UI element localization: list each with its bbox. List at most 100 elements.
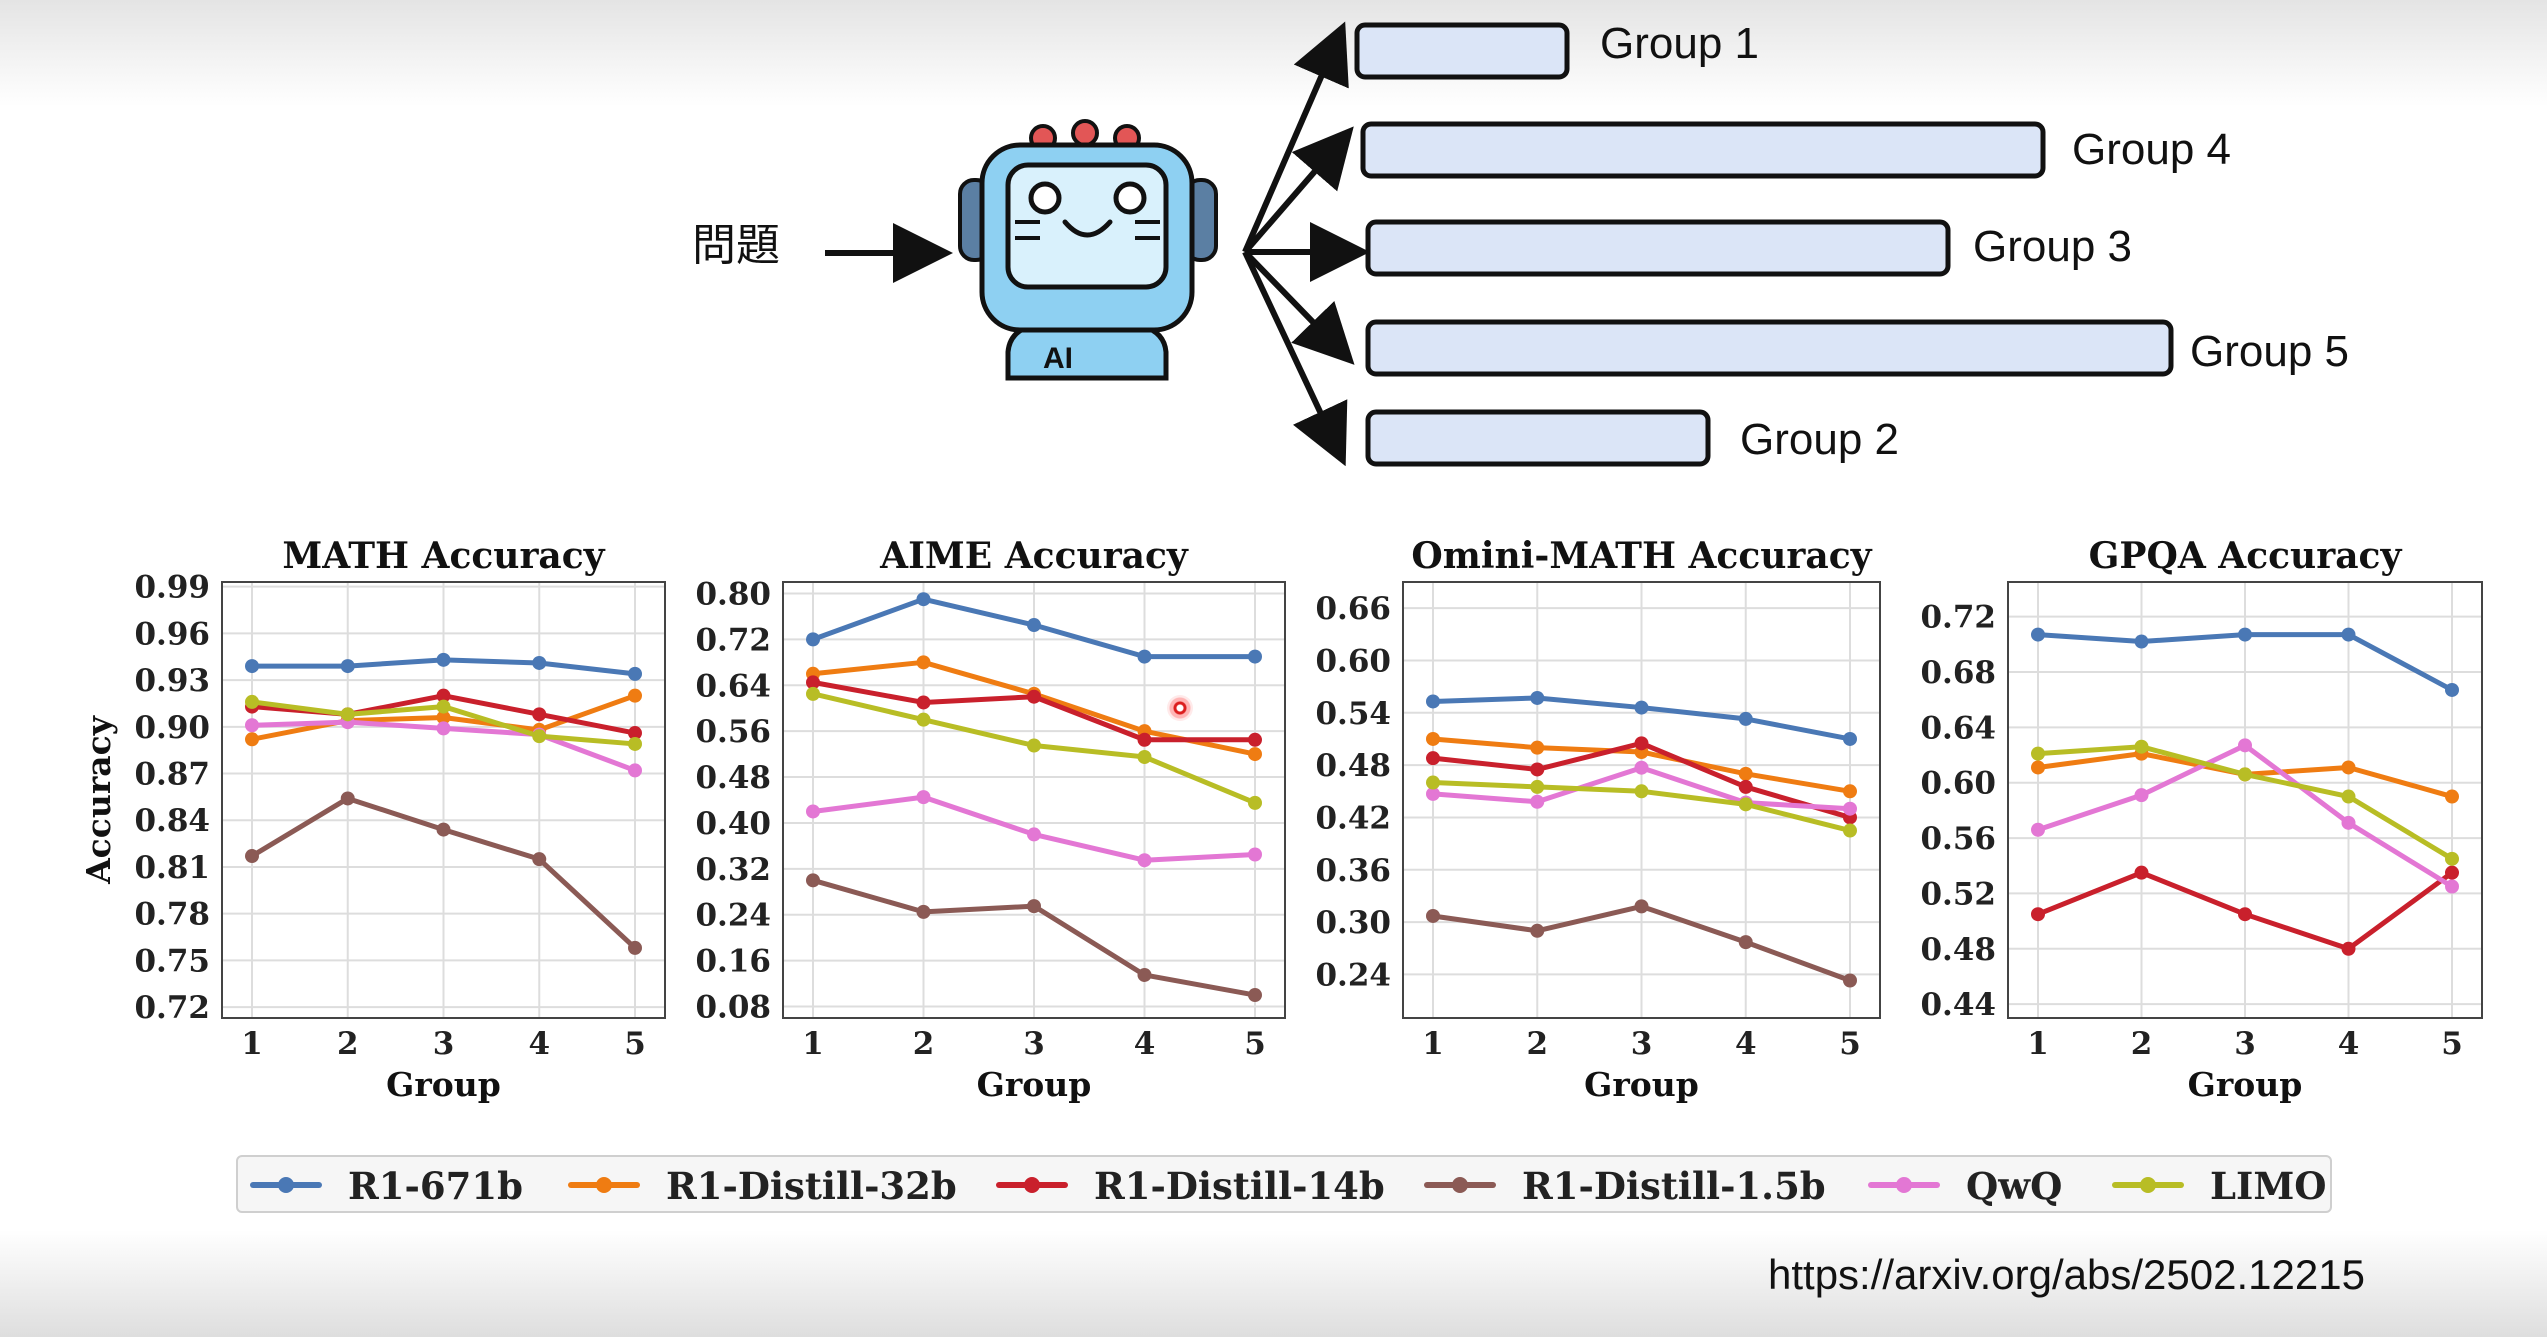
data-point <box>2031 760 2045 775</box>
y-axis-label: Accuracy <box>79 715 118 885</box>
y-tick-label: 0.42 <box>1315 800 1391 836</box>
data-point <box>1843 731 1857 746</box>
legend-swatch-dot <box>596 1177 612 1193</box>
robot-badge-text: AI <box>1043 342 1073 375</box>
data-point <box>532 707 547 722</box>
y-tick-label: 0.40 <box>695 806 771 842</box>
data-point <box>1843 973 1857 988</box>
data-point <box>628 763 642 778</box>
data-point <box>916 655 931 670</box>
data-point <box>1137 853 1152 868</box>
data-point <box>1738 797 1753 812</box>
data-point <box>1738 711 1753 726</box>
data-point <box>1530 923 1545 938</box>
y-tick-label: 0.75 <box>134 943 210 979</box>
legend-swatch-dot <box>278 1177 294 1193</box>
x-tick-label: 2 <box>2131 1026 2153 1062</box>
y-tick-label: 0.64 <box>1920 710 1996 746</box>
legend-label: R1-Distill-14b <box>1094 1164 1385 1208</box>
y-tick-label: 0.64 <box>695 668 771 704</box>
y-tick-label: 0.60 <box>1920 766 1996 802</box>
chart-title: AIME Accuracy <box>879 535 1189 577</box>
data-point <box>1843 801 1857 816</box>
y-tick-label: 0.96 <box>134 616 210 652</box>
plot-frame <box>221 581 666 1019</box>
data-point <box>1027 899 1041 914</box>
y-tick-label: 0.24 <box>695 898 771 934</box>
mouse-cursor-indicator <box>1167 695 1193 721</box>
x-tick-label: 3 <box>1023 1026 1045 1062</box>
group-label-2: Group 2 <box>1740 415 1899 464</box>
x-axis-label: Group <box>977 1065 1092 1104</box>
data-point <box>436 688 451 703</box>
data-point <box>2445 879 2459 894</box>
data-point <box>628 688 642 703</box>
plot-frame <box>782 581 1286 1019</box>
x-tick-label: 1 <box>2027 1026 2049 1062</box>
x-tick-label: 4 <box>1134 1026 1156 1062</box>
accuracy-charts: 0.72 0.75 0.78 0.81 0.84 0.87 0.90 0.93 0.96 0.99… <box>79 535 2483 1104</box>
data-point <box>2445 682 2459 697</box>
y-tick-label: 0.72 <box>1920 600 1996 636</box>
x-tick-label: 1 <box>241 1026 263 1062</box>
data-point <box>2341 627 2356 642</box>
y-tick-label: 0.81 <box>134 850 210 886</box>
data-point <box>2341 789 2356 804</box>
y-tick-label: 0.66 <box>1315 591 1391 627</box>
data-point <box>436 721 451 736</box>
group-box-list <box>1354 22 2174 467</box>
fan-out-arrows <box>1242 21 1370 467</box>
x-tick-label: 2 <box>913 1026 935 1062</box>
chart-panel-1: 0.72 0.75 0.78 0.81 0.84 0.87 0.90 0.93 0.96 0.99… <box>79 535 666 1104</box>
data-point <box>806 686 820 701</box>
data-point <box>916 790 931 805</box>
y-tick-label: 0.87 <box>134 757 210 793</box>
data-point <box>628 666 642 681</box>
x-tick-label: 4 <box>528 1026 550 1062</box>
data-point <box>1843 823 1857 838</box>
x-tick-label: 3 <box>1631 1026 1653 1062</box>
legend-label: R1-671b <box>348 1164 523 1208</box>
data-point <box>916 592 931 607</box>
y-tick-label: 0.48 <box>1920 932 1996 968</box>
x-tick-label: 2 <box>1526 1026 1548 1062</box>
data-point <box>2134 865 2149 880</box>
chart-title: GPQA Accuracy <box>2089 535 2403 577</box>
data-point <box>436 699 451 714</box>
data-point <box>1738 766 1753 781</box>
data-point <box>1634 899 1649 914</box>
data-point <box>1426 908 1440 923</box>
data-point <box>1530 794 1545 809</box>
data-point <box>436 710 451 725</box>
data-point <box>2238 767 2252 782</box>
data-point <box>532 655 547 670</box>
x-tick-label: 5 <box>2441 1026 2463 1062</box>
legend-label: LIMO <box>2210 1164 2327 1208</box>
data-point <box>1426 751 1440 766</box>
y-tick-label: 0.48 <box>1315 748 1391 784</box>
data-point <box>1248 649 1262 664</box>
x-tick-label: 4 <box>2338 1026 2360 1062</box>
data-point <box>2341 941 2356 956</box>
y-tick-label: 0.84 <box>134 803 210 839</box>
y-tick-label: 0.90 <box>134 710 210 746</box>
y-tick-label: 0.93 <box>134 663 210 699</box>
data-point <box>2341 815 2356 830</box>
data-point <box>916 904 931 919</box>
data-point <box>1248 732 1262 747</box>
data-point <box>916 695 931 710</box>
data-point <box>2445 789 2459 804</box>
chart-panel-2: 0.08 0.16 0.24 0.32 0.40 0.48 0.56 0.64 0.72 0.80… <box>695 535 1286 1104</box>
data-point <box>1634 784 1649 799</box>
y-tick-label: 0.36 <box>1315 853 1391 889</box>
data-point <box>1137 749 1152 764</box>
x-tick-label: 5 <box>1244 1026 1266 1062</box>
data-point <box>1137 732 1152 747</box>
x-axis-label: Group <box>386 1065 501 1104</box>
data-point <box>532 852 547 867</box>
x-axis-label: Group <box>2188 1065 2303 1104</box>
data-point <box>2031 907 2045 922</box>
data-point <box>1530 779 1545 794</box>
legend-swatch-dot <box>1452 1177 1468 1193</box>
data-point <box>806 675 820 690</box>
